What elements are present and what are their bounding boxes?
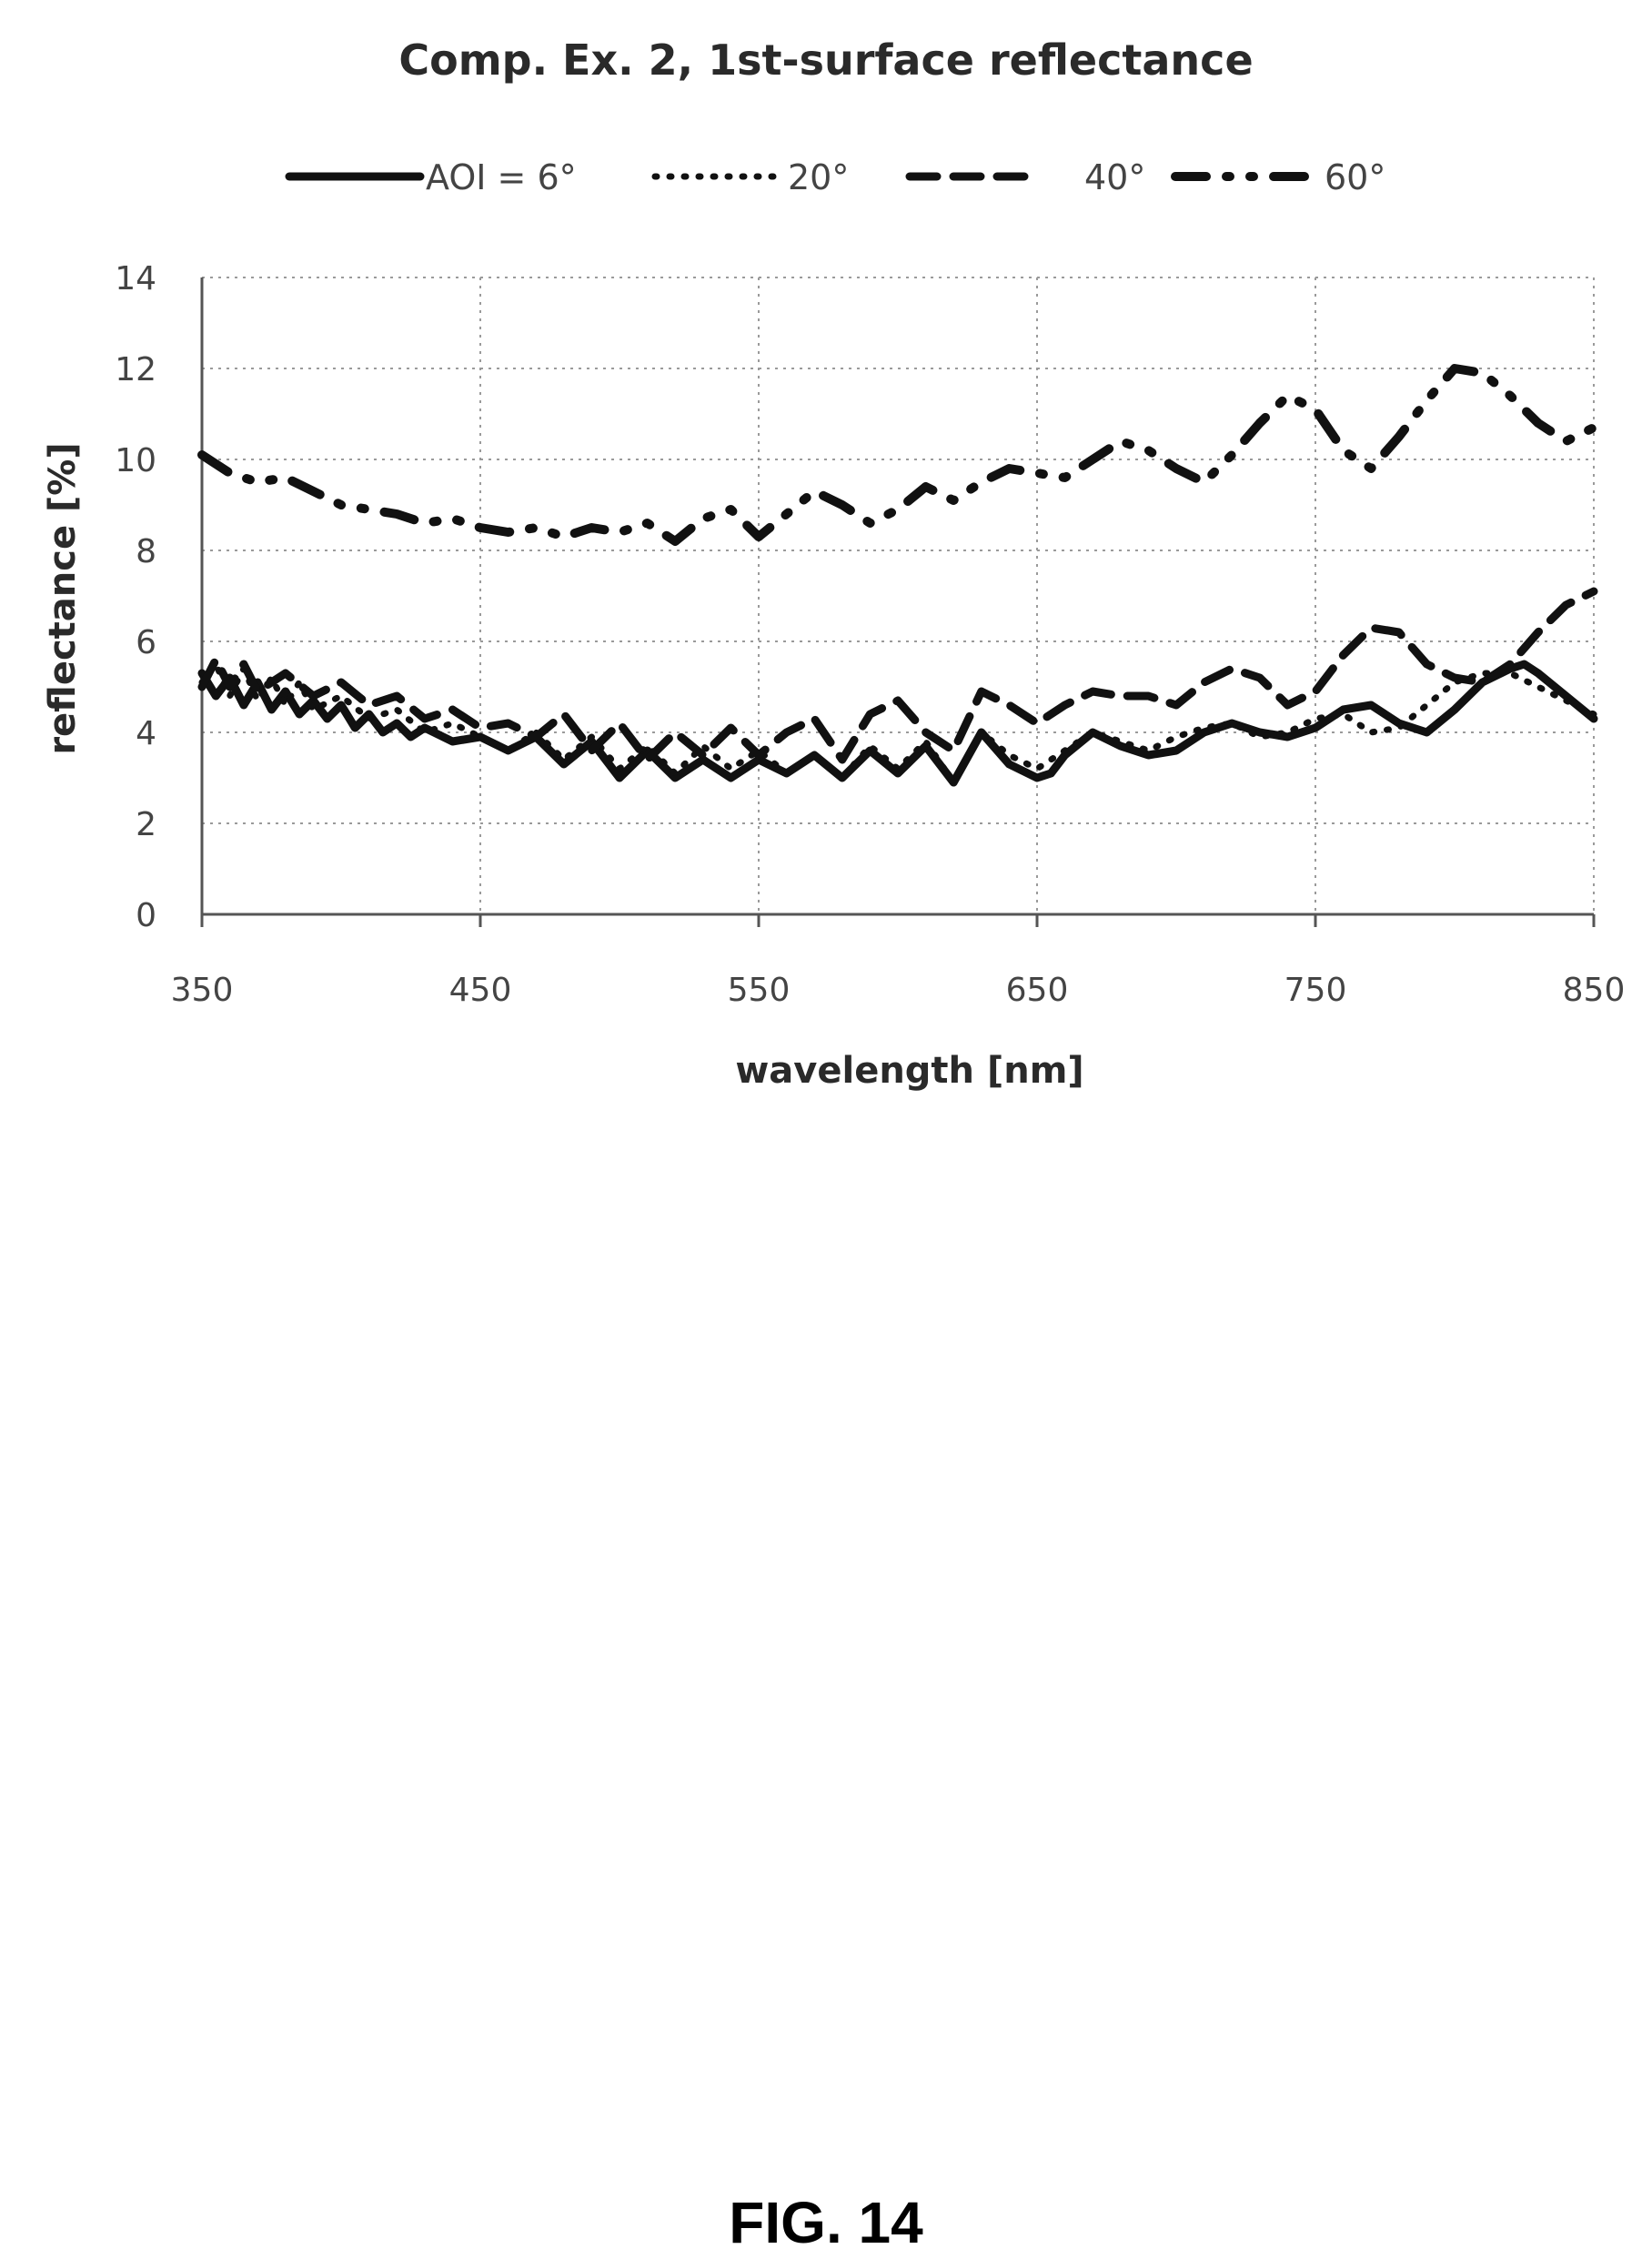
x-tick-label: 450 [449,972,512,1009]
figure-label: FIG. 14 [729,2190,923,2255]
x-tick-label: 550 [728,972,791,1009]
x-tick-label: 850 [1563,972,1626,1009]
x-tick-label: 750 [1284,972,1347,1009]
y-tick-label: 8 [136,533,156,570]
legend-label-2: 40° [1084,157,1145,197]
y-tick-label: 10 [115,442,156,479]
series-line-1 [198,661,1597,786]
y-tick-label: 2 [136,806,156,843]
legend-label-3: 60° [1325,157,1385,197]
y-tick-label: 14 [115,260,156,298]
chart-series [197,364,1598,787]
series-line-2 [197,587,1598,764]
legend-label-0: AOI = 6° [426,157,577,197]
series-line-3 [197,364,1598,546]
y-tick-label: 0 [136,897,156,934]
y-axis-label: reflectance [%] [42,442,84,754]
chart-grid [201,277,1595,915]
y-tick-label: 6 [136,624,156,661]
x-axis-label: wavelength [nm] [735,1050,1083,1092]
chart-tick-labels: 0 2 4 6 8 10 12 14 350 450 550 650 750 850 [115,260,1625,1009]
y-tick-label: 4 [136,715,156,752]
y-tick-label: 12 [115,351,156,388]
x-tick-label: 650 [1006,972,1069,1009]
legend-label-1: 20° [788,157,849,197]
chart-title: Comp. Ex. 2, 1st-surface reflectance [398,35,1253,85]
chart-axes [200,277,1596,927]
x-tick-label: 350 [171,972,234,1009]
series-line-0 [197,660,1598,787]
chart-legend: AOI = 6° 20° 40° 60° [285,157,1385,197]
